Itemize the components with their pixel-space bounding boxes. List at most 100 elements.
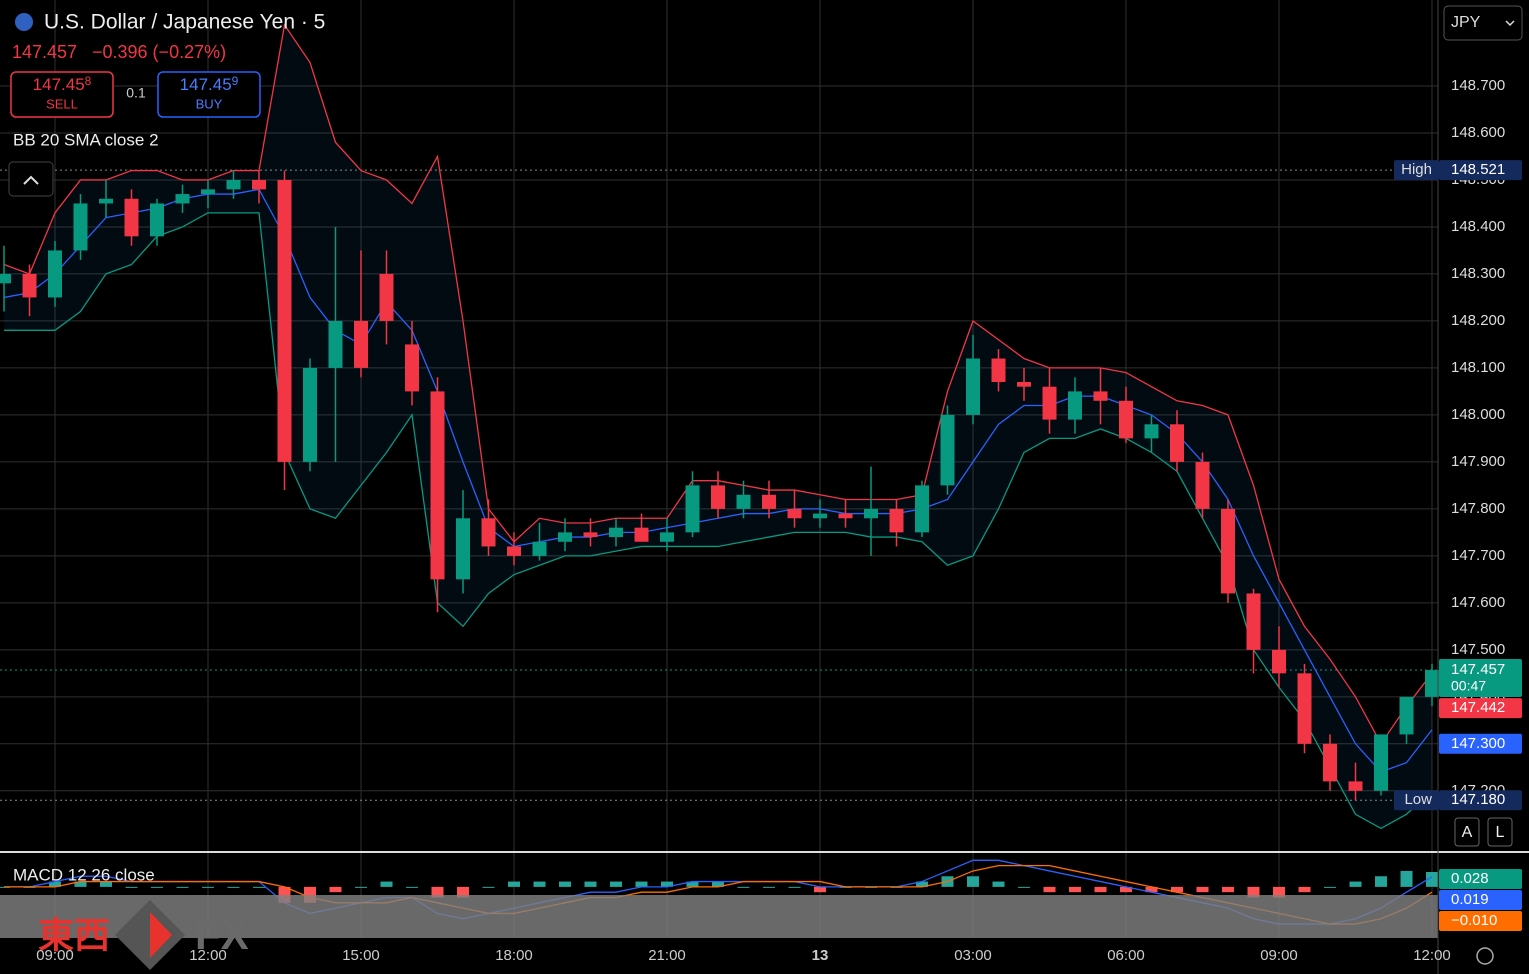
candle-body — [175, 194, 190, 204]
last-price-label: 147.457 — [1451, 661, 1505, 678]
candle-body — [1374, 734, 1388, 791]
candle-body — [507, 546, 521, 556]
candle-body — [1017, 382, 1031, 387]
macd-hist-bar — [151, 886, 163, 888]
macd-hist-bar — [559, 881, 571, 887]
dropdown-icon[interactable] — [1505, 20, 1515, 27]
candle-body — [481, 518, 496, 547]
candle-body — [379, 273, 394, 321]
macd-hist-bar — [202, 886, 214, 888]
macd-hist-bar — [457, 886, 469, 898]
candle-body — [1093, 391, 1108, 401]
price-badge-label: 147.180 — [1451, 791, 1505, 808]
macd-hist-bar — [1375, 876, 1387, 887]
macd-hist-bar — [1349, 881, 1362, 887]
macd-badge — [1439, 911, 1522, 931]
candle-body — [660, 532, 674, 542]
macd-hist-bar — [967, 876, 979, 887]
macd-hist-bar — [763, 886, 775, 888]
macd-badge-label: 0.019 — [1451, 891, 1489, 908]
x-tick-label: 03:00 — [954, 947, 992, 964]
price-badge-label: 148.521 — [1451, 161, 1505, 178]
auto-scale-button[interactable] — [1454, 817, 1480, 847]
candle-body — [226, 179, 241, 190]
candle-body — [1042, 386, 1057, 420]
y-tick-label: 148.000 — [1451, 406, 1505, 423]
candle-body — [711, 485, 725, 509]
macd-hist-bar — [176, 886, 189, 888]
candle-body — [73, 203, 88, 251]
collapse-button[interactable] — [8, 161, 54, 197]
price-change: −0.396 (−0.27%) — [92, 42, 226, 62]
band-fill — [4, 24, 1432, 829]
macd-hist-bar — [380, 881, 393, 887]
candle-body — [252, 179, 266, 190]
currency[interactable]: JPY — [1451, 14, 1481, 31]
currency-dropdown[interactable] — [1443, 5, 1523, 41]
buy-price[interactable]: 147.459 — [180, 74, 239, 94]
macd-hist-bar — [635, 881, 648, 887]
macd-hist-bar — [814, 886, 826, 893]
settings-icon[interactable] — [1476, 947, 1494, 965]
price-badge — [1439, 160, 1522, 181]
candle-body — [48, 250, 62, 298]
macd-hist-bar — [1247, 886, 1260, 898]
band-line — [4, 212, 1433, 830]
candle-body — [864, 508, 878, 519]
macd-hist-bar — [100, 881, 112, 887]
macd-hist-bar — [1043, 886, 1056, 893]
macd-hist-bar — [74, 881, 87, 887]
candle-body — [150, 203, 164, 237]
candle-body — [201, 189, 215, 195]
candle-body — [838, 513, 853, 519]
candle-body — [1348, 781, 1363, 791]
candle-body — [1119, 400, 1133, 439]
indicator-label: BB 20 SMA close 2 — [13, 130, 159, 149]
x-tick-label: 15:00 — [342, 947, 380, 964]
candle-body — [354, 320, 368, 368]
candle-body — [583, 532, 598, 538]
y-tick-label: 148.600 — [1451, 124, 1505, 141]
price-badge — [1439, 790, 1522, 811]
price-badge-label: 147.442 — [1451, 699, 1505, 716]
macd-badge — [1439, 890, 1522, 910]
buy-button[interactable] — [157, 71, 261, 118]
watermark-logo — [115, 900, 185, 970]
badge-tag — [1394, 790, 1439, 811]
macd-hist-bar — [1222, 886, 1234, 893]
y-tick-label: 148.300 — [1451, 265, 1505, 282]
sell-price[interactable]: 147.458 — [33, 74, 92, 94]
candle-body — [1221, 508, 1235, 594]
candle-body — [430, 391, 445, 580]
candle-body — [787, 508, 802, 519]
buy-label[interactable]: BUY — [196, 96, 223, 111]
y-tick-label: 148.400 — [1451, 218, 1505, 235]
sell-button[interactable] — [10, 71, 114, 118]
macd-hist-bar — [533, 881, 546, 887]
auto-scale[interactable]: A — [1462, 824, 1473, 841]
badge-tag — [1394, 160, 1439, 181]
candle-body — [456, 518, 470, 580]
candle-body — [0, 273, 11, 284]
log-scale[interactable]: L — [1496, 824, 1505, 841]
candle-body — [762, 494, 776, 509]
macd-hist-bar — [355, 886, 367, 888]
watermark-strip — [0, 895, 1438, 938]
x-tick-label: 06:00 — [1107, 947, 1145, 964]
candle-body — [634, 527, 649, 542]
candle-body — [405, 344, 419, 392]
sell-label[interactable]: SELL — [46, 96, 78, 111]
collapse-icon[interactable] — [23, 175, 39, 185]
log-scale-button[interactable] — [1487, 817, 1513, 847]
macd-badge-label: −0.010 — [1451, 912, 1497, 929]
macd-hist-bar — [1018, 886, 1030, 888]
watermark-fx: FX — [195, 911, 249, 958]
y-tick-label: 148.100 — [1451, 359, 1505, 376]
candle-body — [1399, 696, 1414, 735]
macd-hist-bar — [1171, 886, 1183, 893]
macd-hist-bar — [661, 881, 673, 887]
candle-body — [1297, 673, 1312, 744]
macd-hist-bar — [1400, 870, 1413, 887]
